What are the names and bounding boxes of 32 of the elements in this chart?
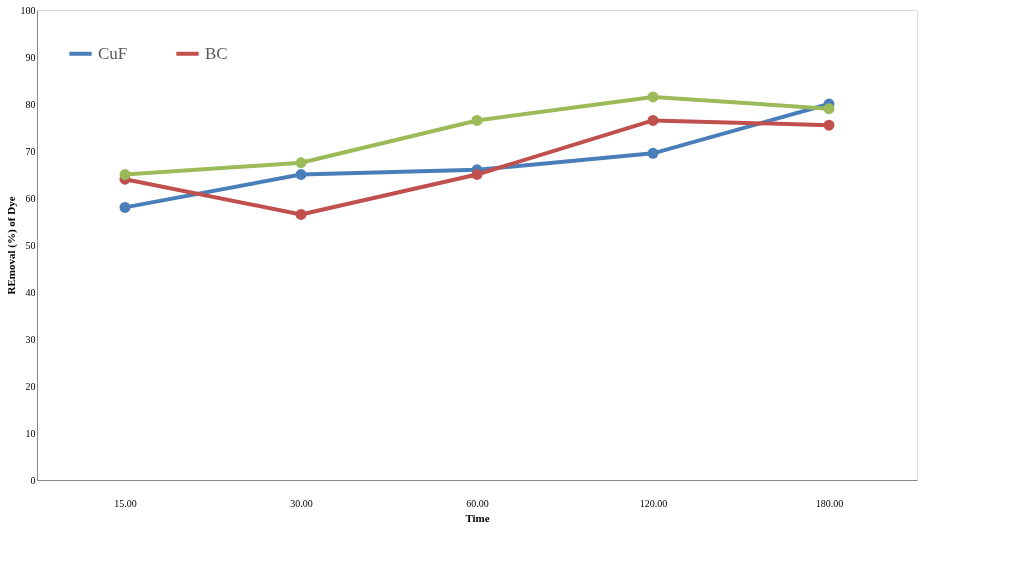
legend-label: BC [205, 43, 228, 63]
x-tick-label: 60.00 [466, 497, 489, 509]
point [295, 208, 307, 220]
y-tick-label: 30 [25, 333, 36, 345]
point [823, 119, 835, 131]
y-tick-label: 90 [25, 51, 36, 63]
y-tick-label: 70 [25, 145, 36, 157]
point [647, 147, 659, 159]
y-tick-label: 40 [25, 286, 36, 298]
point [823, 103, 835, 115]
point [647, 114, 659, 126]
point [119, 169, 131, 180]
x-tick-label: 120.00 [639, 497, 668, 509]
y-tick-label: 0 [30, 474, 36, 486]
y-tick-label: 80 [25, 98, 36, 110]
point [647, 91, 659, 103]
y-tick-label: 50 [25, 239, 36, 251]
legend-label: CuF [98, 43, 128, 63]
y-tick-label: 20 [25, 380, 36, 392]
x-tick-label: 30.00 [290, 497, 313, 509]
y-tick-label: 100 [20, 4, 36, 16]
point [119, 201, 131, 213]
point [295, 169, 307, 180]
y-tick-label: 60 [25, 192, 36, 204]
y-axis-title: REmoval (%) of Dye [4, 196, 18, 295]
x-axis-title: Time [465, 511, 490, 524]
point [295, 157, 307, 169]
x-tick-label: 180.00 [815, 497, 844, 509]
x-tick-label: 15.00 [114, 497, 137, 509]
point [471, 169, 483, 180]
y-tick-label: 10 [25, 427, 36, 439]
point [471, 114, 483, 126]
